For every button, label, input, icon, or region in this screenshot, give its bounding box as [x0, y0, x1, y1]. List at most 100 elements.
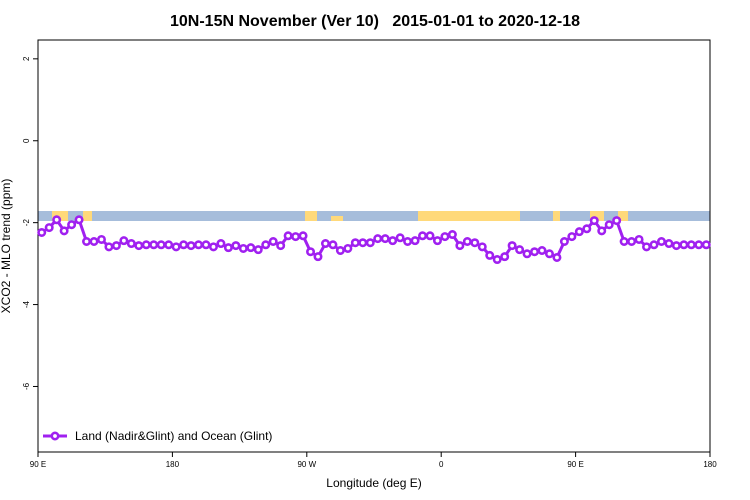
point: [52, 215, 62, 225]
y-tick-label: -4: [22, 300, 31, 308]
point: [201, 240, 211, 250]
point: [141, 240, 151, 250]
point: [223, 243, 233, 253]
land-patch: [52, 211, 68, 221]
point: [208, 242, 218, 252]
point: [238, 243, 248, 253]
point: [350, 238, 360, 248]
point: [619, 236, 629, 246]
point: [111, 241, 121, 251]
point: [634, 234, 644, 244]
point: [686, 240, 696, 250]
point: [358, 238, 368, 248]
point: [649, 240, 659, 250]
point: [604, 220, 614, 230]
point: [283, 231, 293, 241]
point: [82, 236, 92, 246]
point: [559, 236, 569, 246]
land-patch: [83, 211, 92, 221]
point: [37, 227, 47, 237]
point: [164, 240, 174, 250]
land-patch: [618, 211, 628, 221]
point: [186, 241, 196, 251]
land-patch: [418, 211, 520, 221]
point: [373, 234, 383, 244]
point: [365, 238, 375, 248]
point: [701, 240, 711, 250]
point: [582, 224, 592, 234]
point: [522, 249, 532, 259]
x-axis-label: Longitude (deg E): [326, 476, 421, 490]
x-tick-label: 180: [166, 460, 180, 469]
point: [380, 234, 390, 244]
point: [268, 236, 278, 246]
point: [410, 236, 420, 246]
point: [492, 255, 502, 265]
point: [306, 247, 316, 257]
point: [642, 242, 652, 252]
point: [462, 236, 472, 246]
point: [455, 241, 465, 251]
point: [485, 250, 495, 260]
point: [291, 232, 301, 242]
point: [567, 232, 577, 242]
x-tick-label: 0: [439, 460, 444, 469]
legend-label: Land (Nadir&Glint) and Ocean (Glint): [75, 429, 272, 443]
y-tick-label: -6: [22, 382, 31, 390]
point: [530, 247, 540, 257]
x-tick-label: 180: [703, 460, 717, 469]
land-patch: [305, 211, 317, 221]
x-tick-label: 90 E: [30, 460, 46, 469]
point: [261, 240, 271, 250]
y-axis-label: XCO2 - MLO trend (ppm): [0, 179, 13, 314]
point: [44, 223, 54, 233]
point: [432, 236, 442, 246]
x-tick-label: 90 E: [567, 460, 583, 469]
point: [470, 238, 480, 248]
point: [395, 233, 405, 243]
point: [537, 246, 547, 256]
point: [612, 216, 622, 226]
point: [627, 236, 637, 246]
point: [671, 241, 681, 251]
point: [276, 241, 286, 251]
point: [477, 242, 487, 252]
point: [216, 239, 226, 249]
point: [231, 241, 241, 251]
point: [597, 226, 607, 236]
point: [89, 236, 99, 246]
ocean-strip: [38, 211, 710, 221]
point: [104, 242, 114, 252]
point: [440, 232, 450, 242]
point: [694, 240, 704, 250]
point: [500, 252, 510, 262]
point: [156, 240, 166, 250]
point: [664, 239, 674, 249]
x-tick-label: 90 W: [297, 460, 316, 469]
y-tick-label: -2: [22, 219, 31, 227]
y-tick-label: 0: [22, 138, 31, 143]
point: [589, 216, 599, 226]
point: [335, 246, 345, 256]
point: [656, 236, 666, 246]
point: [59, 226, 69, 236]
y-tick-label: 2: [22, 56, 31, 61]
point: [320, 239, 330, 249]
point: [171, 242, 181, 252]
point: [544, 249, 554, 259]
point: [403, 236, 413, 246]
point: [74, 215, 84, 225]
point: [126, 239, 136, 249]
point: [679, 240, 689, 250]
point: [134, 241, 144, 251]
point: [418, 231, 428, 241]
point: [119, 236, 129, 246]
point: [253, 245, 263, 255]
point: [515, 245, 525, 255]
legend-marker: [50, 431, 60, 441]
point: [552, 252, 562, 262]
point: [313, 252, 323, 262]
point: [507, 241, 517, 251]
point: [425, 231, 435, 241]
